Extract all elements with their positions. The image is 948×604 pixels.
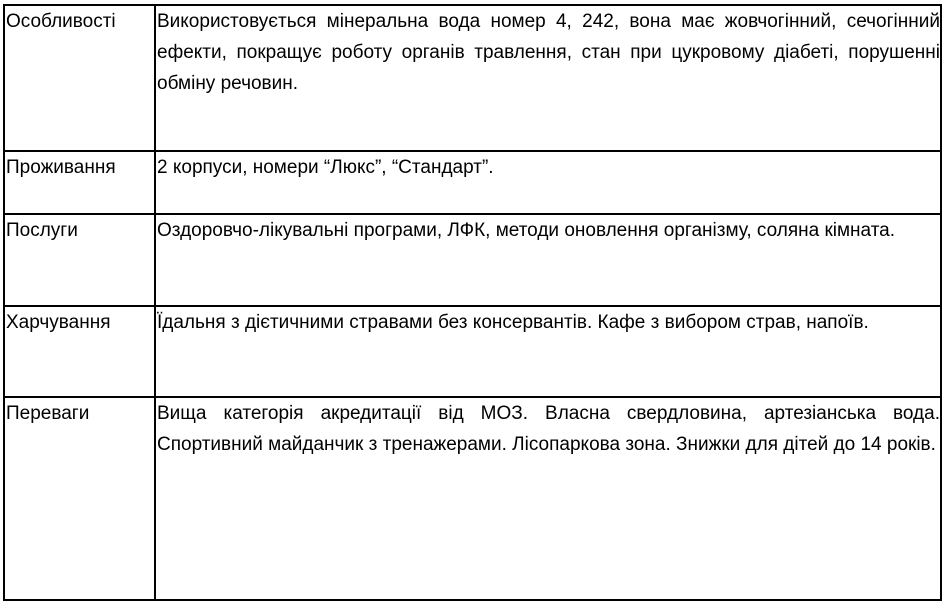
row-label: Проживання xyxy=(3,150,156,215)
row-text: Їдальня з дієтичними стравами без консер… xyxy=(154,305,942,398)
row-text: 2 корпуси, номери “Люкс”, “Стандарт”. xyxy=(154,150,942,215)
row-text: Оздоровчо-лікувальні програми, ЛФК, мето… xyxy=(154,213,942,307)
table-row: Переваги Вища категорія акредитації від … xyxy=(3,396,942,601)
table-row: Проживання 2 корпуси, номери “Люкс”, “Ст… xyxy=(3,150,942,215)
info-table: Особливості Використовується мінеральна … xyxy=(3,4,942,601)
table-row: Послуги Оздоровчо-лікувальні програми, Л… xyxy=(3,213,942,307)
row-text: Вища категорія акредитації від МОЗ. Влас… xyxy=(154,396,942,601)
table-row: Харчування Їдальня з дієтичними стравами… xyxy=(3,305,942,398)
row-text: Використовується мінеральна вода номер 4… xyxy=(154,4,942,152)
table-row: Особливості Використовується мінеральна … xyxy=(3,4,942,152)
row-label: Харчування xyxy=(3,305,156,398)
row-label: Особливості xyxy=(3,4,156,152)
row-label: Переваги xyxy=(3,396,156,601)
row-label: Послуги xyxy=(3,213,156,307)
